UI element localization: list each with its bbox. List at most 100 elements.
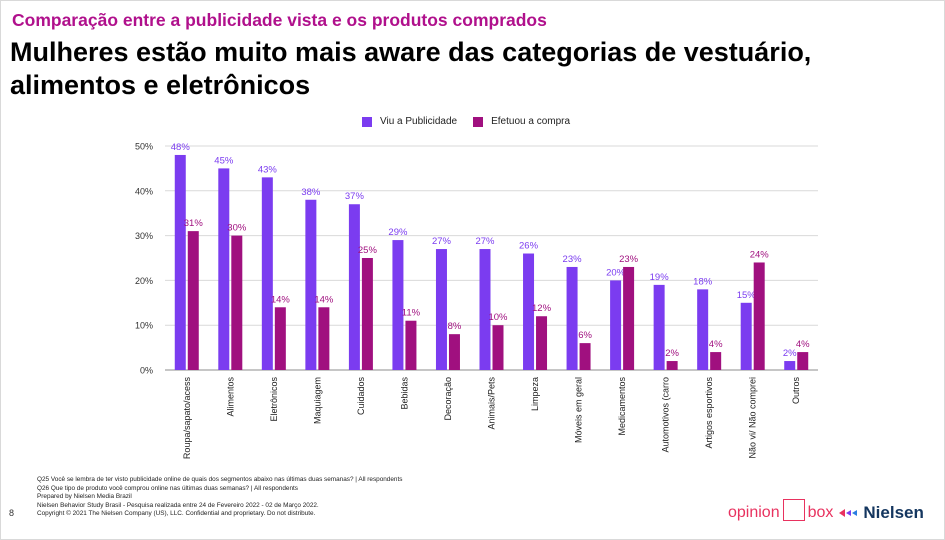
y-tick-label: 10% xyxy=(135,321,153,331)
nielsen-logo-text: Nielsen xyxy=(863,503,924,522)
data-label-viu: 15% xyxy=(737,290,757,301)
bar-efetuou xyxy=(361,258,373,370)
legend-item-efetuou: Efetuou a compra xyxy=(473,116,570,127)
bar-viu xyxy=(697,289,709,370)
data-label-viu: 48% xyxy=(171,142,191,153)
data-label-efetuou: 11% xyxy=(402,308,421,319)
data-label-efetuou: 30% xyxy=(227,223,247,234)
slide-kicker: Comparação entre a publicidade vista e o… xyxy=(12,10,547,30)
bar-viu xyxy=(479,249,491,370)
bar-efetuou xyxy=(579,343,591,370)
bar-efetuou xyxy=(536,316,548,370)
data-label-viu: 37% xyxy=(345,191,365,202)
bar-efetuou xyxy=(274,307,286,370)
y-tick-label: 20% xyxy=(135,276,153,286)
x-tick-label: Maquiagem xyxy=(312,377,322,424)
data-label-efetuou: 14% xyxy=(314,294,334,305)
legend-item-viu: Viu a Publicidade xyxy=(362,116,457,127)
x-tick-label: Outros xyxy=(791,377,801,405)
bar-viu xyxy=(740,302,752,370)
bar-viu xyxy=(610,280,622,370)
data-label-viu: 38% xyxy=(301,187,321,198)
slide-title-line-2: alimentos e eletrônicos xyxy=(10,70,311,100)
slide-title: Mulheres estão muito mais aware das cate… xyxy=(10,36,910,102)
bar-efetuou xyxy=(448,334,460,370)
data-label-viu: 27% xyxy=(475,236,495,247)
data-label-efetuou: 14% xyxy=(271,294,291,305)
bar-efetuou xyxy=(231,235,243,370)
slide-title-line-1: Mulheres estão muito mais aware das cate… xyxy=(10,37,812,67)
bar-efetuou xyxy=(753,262,765,370)
data-label-efetuou: 25% xyxy=(358,245,378,256)
data-label-efetuou: 2% xyxy=(665,348,679,359)
logos: opinion box Nielsen xyxy=(728,498,924,528)
data-label-viu: 20% xyxy=(606,267,626,278)
data-label-efetuou: 6% xyxy=(578,330,592,341)
y-tick-label: 50% xyxy=(135,142,153,152)
bar-viu xyxy=(566,266,578,370)
footnote-prepared: Prepared by Nielsen Media Brazil xyxy=(37,493,132,501)
nielsen-logo-icon xyxy=(839,506,859,520)
bar-viu xyxy=(392,240,404,370)
bar-viu xyxy=(218,168,230,370)
data-label-efetuou: 8% xyxy=(448,321,462,332)
x-tick-label: Limpeza xyxy=(530,377,540,411)
legend-label-viu: Viu a Publicidade xyxy=(380,116,458,127)
footnotes: Q25 Você se lembra de ter visto publicid… xyxy=(37,476,402,519)
footnote-study: Nielsen Behavior Study Brasil - Pesquisa… xyxy=(37,501,319,509)
data-label-efetuou: 4% xyxy=(709,339,723,350)
x-tick-label: Automotivos (carro xyxy=(661,377,671,453)
bar-viu xyxy=(348,204,360,370)
data-label-viu: 19% xyxy=(650,272,670,283)
bar-efetuou xyxy=(492,325,504,370)
x-tick-label: Não vi/ Não comprei xyxy=(748,377,758,459)
data-label-viu: 27% xyxy=(432,236,452,247)
legend-swatch-viu xyxy=(362,116,372,127)
data-label-viu: 26% xyxy=(519,241,539,252)
bar-viu xyxy=(435,249,447,370)
page-number: 8 xyxy=(9,508,15,518)
legend-label-efetuou: Efetuou a compra xyxy=(491,116,571,127)
x-tick-label: Animais/Pets xyxy=(487,377,497,430)
data-label-viu: 18% xyxy=(693,276,713,287)
bar-efetuou xyxy=(318,307,330,370)
data-label-efetuou: 24% xyxy=(750,249,770,260)
data-label-efetuou: 4% xyxy=(796,339,810,350)
data-label-efetuou: 31% xyxy=(184,218,204,229)
footnote-q25: Q25 Você se lembra de ter visto publicid… xyxy=(37,476,403,483)
data-label-viu: 29% xyxy=(388,227,408,238)
bar-efetuou xyxy=(623,266,635,370)
bar-efetuou xyxy=(405,320,417,370)
bar-viu xyxy=(174,154,186,370)
bar-viu xyxy=(523,253,535,370)
footnote-q26: Q26 Que tipo de produto você comprou onl… xyxy=(37,484,298,492)
x-tick-label: Alimentos xyxy=(225,377,235,417)
bar-efetuou xyxy=(666,361,678,370)
y-tick-label: 40% xyxy=(135,186,153,196)
x-tick-label: Decoração xyxy=(443,377,453,421)
bar-viu xyxy=(305,199,317,370)
data-label-viu: 23% xyxy=(563,254,583,265)
x-tick-label: Eletrônicos xyxy=(269,377,279,422)
bar-efetuou xyxy=(187,231,199,370)
data-label-efetuou: 23% xyxy=(619,254,639,265)
x-tick-label: Artigos esportivos xyxy=(704,377,714,449)
opinionbox-logo-left: opinion xyxy=(728,504,780,521)
footnote-copyright: Copyright © 2021 The Nielsen Company (US… xyxy=(37,510,316,518)
legend-swatch-efetuou xyxy=(473,116,484,127)
bar-viu xyxy=(261,177,273,370)
data-label-viu: 2% xyxy=(783,348,797,359)
opinionbox-logo-right: box xyxy=(807,504,834,521)
x-tick-label: Móveis em geral xyxy=(574,377,584,443)
y-tick-label: 0% xyxy=(140,366,153,376)
y-tick-label: 30% xyxy=(135,231,153,241)
data-label-efetuou: 12% xyxy=(532,303,552,314)
data-label-efetuou: 10% xyxy=(488,312,508,323)
x-tick-label: Bebidas xyxy=(399,377,409,410)
bar-efetuou xyxy=(710,352,722,370)
x-tick-label: Cuidados xyxy=(356,377,366,416)
x-tick-label: Roupa/sapato/acess xyxy=(182,377,192,460)
bar-viu xyxy=(653,284,665,370)
bar-efetuou xyxy=(797,352,809,370)
